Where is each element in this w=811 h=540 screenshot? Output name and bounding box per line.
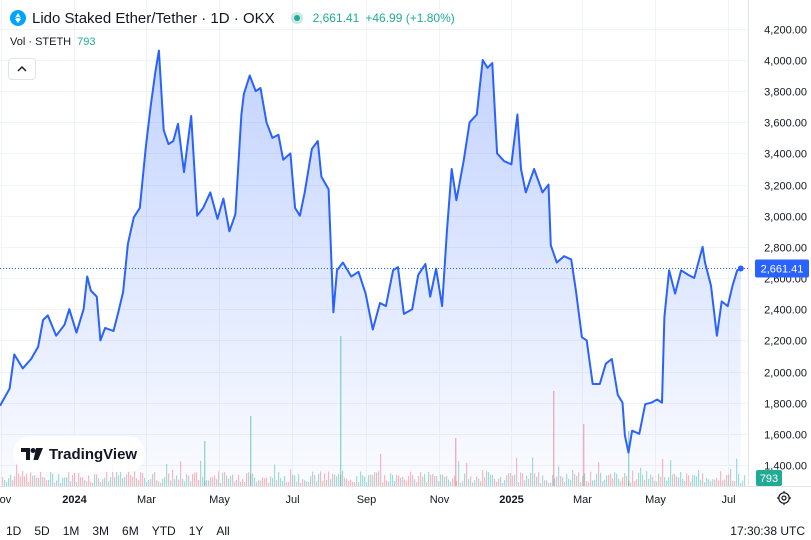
range-button-all[interactable]: All (216, 524, 230, 538)
utc-clock[interactable]: 17:30:38 UTC (730, 524, 805, 538)
y-tick-label: 3,200.00 (764, 181, 807, 193)
x-tick-label: Mar (573, 494, 592, 506)
x-tick-label: May (209, 494, 230, 506)
tradingview-logo-text: TradingView (49, 445, 138, 463)
collapse-legend-button[interactable] (8, 58, 36, 80)
x-tick-label: Mar (137, 494, 156, 506)
x-tick-label: 2024 (62, 494, 87, 506)
x-tick-label: Sep (357, 494, 377, 506)
y-tick-label: 4,000.00 (764, 56, 807, 68)
x-tick-label: 2025 (499, 494, 523, 506)
volume-badge (756, 470, 782, 486)
y-tick-label: 1,400.00 (764, 461, 807, 473)
last-price-dot (737, 265, 744, 272)
range-button-6m[interactable]: 6M (122, 524, 139, 538)
range-buttons: 1D 5D 1M 3M 6M YTD 1Y All (6, 524, 243, 538)
y-tick-label: 1,600.00 (764, 430, 807, 442)
x-tick-label: May (645, 494, 666, 506)
x-tick-label: Jul (285, 494, 299, 506)
range-button-1m[interactable]: 1M (62, 524, 80, 538)
price-area-fill (0, 50, 741, 486)
volume-label: Vol · STETH (10, 36, 72, 48)
volume-bar (744, 475, 746, 486)
y-tick-label: 2,400.00 (764, 305, 807, 317)
chart-header: Lido Staked Ether/Tether · 1D · OKX 2,66… (0, 6, 455, 30)
volume-badge-label: 793 (760, 473, 778, 485)
range-button-1d[interactable]: 1D (6, 524, 22, 538)
y-tick-label: 3,000.00 (764, 212, 807, 224)
x-tick-label: Nov (0, 494, 12, 506)
y-tick-label: 4,200.00 (764, 25, 807, 37)
chart-canvas[interactable]: 1,400.00 1,600.00 1,800.00 2,000.00 2,200.00… (0, 0, 811, 520)
price-change: +46.99 (+1.80%) (365, 11, 455, 25)
last-price-badge-label: 2,661.41 (761, 263, 804, 275)
x-axis[interactable]: Nov 2024 Mar May Jul Sep Nov 2025 Mar May Jul (0, 494, 736, 506)
tradingview-logo[interactable]: TradingView (13, 436, 146, 472)
last-price-badge (755, 259, 809, 278)
y-tick-label: 3,600.00 (764, 118, 807, 130)
tradingview-logo-icon (21, 448, 43, 460)
volume-bar (742, 480, 744, 486)
market-open-status-icon (290, 12, 303, 24)
current-price: 2,661.41 (312, 11, 360, 25)
y-tick-label: 2,800.00 (764, 243, 807, 255)
y-tick-label: 1,800.00 (764, 399, 807, 411)
bottom-toolbar: 1D 5D 1M 3M 6M YTD 1Y All 17:30:38 UTC (0, 520, 811, 540)
volume-value: 793 (77, 36, 96, 48)
gear-icon[interactable] (776, 490, 792, 506)
axis-badges: 2,661.41 793 (755, 259, 809, 486)
x-tick-label: Jul (721, 494, 735, 506)
y-tick-label: 3,800.00 (764, 87, 807, 99)
range-button-1y[interactable]: 1Y (188, 524, 204, 538)
x-tick-label: Nov (430, 494, 450, 506)
range-button-ytd[interactable]: YTD (151, 524, 176, 538)
price-line (0, 49, 742, 454)
chevron-up-icon (17, 66, 27, 72)
range-button-3m[interactable]: 3M (92, 524, 110, 538)
symbol-title[interactable]: Lido Staked Ether/Tether · 1D · OKX (32, 9, 275, 27)
steth-logo-icon (10, 10, 26, 26)
y-axis[interactable]: 1,400.00 1,600.00 1,800.00 2,000.00 2,200.00… (764, 25, 807, 473)
volume-legend[interactable]: Vol · STETH 793 (10, 36, 95, 48)
range-button-5d[interactable]: 5D (34, 524, 50, 538)
y-tick-label: 2,000.00 (764, 368, 807, 380)
y-tick-label: 3,400.00 (764, 149, 807, 161)
y-tick-label: 2,200.00 (764, 336, 807, 348)
